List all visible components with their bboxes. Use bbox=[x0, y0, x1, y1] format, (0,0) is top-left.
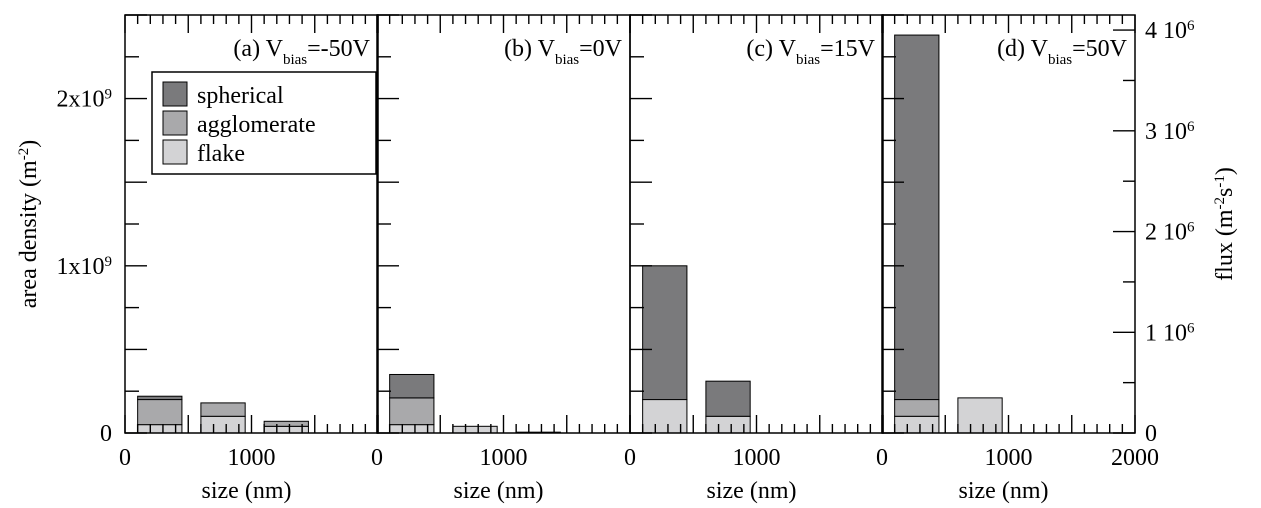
right-y-tick-label: 3 106 bbox=[1145, 119, 1195, 145]
right-y-tick-label-part: 6 bbox=[1187, 18, 1195, 34]
right-y-tick-label-part: 3 10 bbox=[1145, 119, 1187, 145]
x-axis-label-c: size (nm) bbox=[707, 478, 797, 504]
x-tick-label-c: 1000 bbox=[733, 445, 781, 471]
right-y-axis-label-group: flux (m-2s-1) bbox=[1212, 167, 1238, 281]
right-y-tick-label: 0 bbox=[1145, 421, 1157, 447]
bar-c-2-spherical bbox=[705, 380, 751, 417]
panel-title-c-part: (c) V bbox=[746, 36, 796, 62]
x-tick-label-a: 0 bbox=[119, 445, 131, 471]
right-y-tick-label-part: 1 10 bbox=[1145, 320, 1187, 346]
panel-d: 0 1000 2000 size (nm) (d) Vbias=50V bbox=[876, 14, 1159, 504]
left-y-axis-label-part: ) bbox=[16, 140, 42, 148]
panel-frame-b bbox=[376, 14, 631, 434]
left-y-tick-label: 2x109 bbox=[57, 87, 113, 113]
legend-label-agglomerate: agglomerate bbox=[197, 112, 316, 138]
panel-title-b-part: (b) V bbox=[504, 36, 556, 62]
right-y-tick-label-part: 6 bbox=[1187, 220, 1195, 236]
bar-a-2-agglomerate bbox=[200, 402, 246, 417]
bar-c-1-spherical bbox=[642, 265, 688, 401]
right-y-axis-label-part: flux (m bbox=[1212, 209, 1238, 281]
left-y-tick-label: 1x109 bbox=[57, 254, 113, 280]
x-tick-label-a: 1000 bbox=[228, 445, 276, 471]
left-y-axis-label-part: area density (m bbox=[16, 160, 42, 308]
right-y-tick-label: 2 106 bbox=[1145, 220, 1195, 246]
left-y-axis-label-group: area density (m-2) bbox=[16, 140, 42, 308]
right-y-tick-label: 4 106 bbox=[1145, 18, 1195, 44]
panel-title-c-part: =15V bbox=[820, 36, 876, 62]
legend-box bbox=[151, 71, 377, 175]
panel-title-c-part: bias bbox=[796, 52, 820, 68]
legend-swatch-spherical bbox=[162, 81, 188, 107]
left-y-tick-label-part: 1x10 bbox=[57, 254, 105, 280]
panel-title-d: (d) Vbias=50V bbox=[997, 36, 1128, 68]
bar-b-1-agglomerate bbox=[389, 397, 435, 426]
right-y-tick-label-part: 2 10 bbox=[1145, 220, 1187, 246]
panel-b: 0 1000 size (nm) (b) Vbias=0V bbox=[371, 14, 631, 504]
x-tick-label-b: 0 bbox=[371, 445, 383, 471]
right-y-axis-label: flux (m-2s-1) bbox=[1212, 167, 1238, 281]
x-axis-label-a: size (nm) bbox=[202, 478, 292, 504]
bar-d-2-flake bbox=[957, 397, 1003, 434]
panel-title-a-part: =-50V bbox=[307, 36, 371, 62]
right-y-axis-label-part: s bbox=[1212, 188, 1238, 197]
panel-title-d-part: (d) V bbox=[997, 36, 1049, 62]
x-axis-label-b: size (nm) bbox=[454, 478, 544, 504]
panel-c: 0 1000 size (nm) (c) Vbias=15V bbox=[624, 14, 884, 504]
legend-label-flake: flake bbox=[197, 141, 245, 167]
left-y-tick-label-part: 9 bbox=[105, 254, 113, 270]
panel-title-a-part: (a) V bbox=[233, 36, 283, 62]
right-y-tick-label-part: 6 bbox=[1187, 119, 1195, 135]
panel-title-d-part: =50V bbox=[1072, 36, 1128, 62]
left-y-axis-label: area density (m-2) bbox=[16, 140, 42, 308]
x-tick-label-c: 0 bbox=[624, 445, 636, 471]
left-y-tick-label-part: 0 bbox=[100, 421, 112, 447]
x-axis-label-d: size (nm) bbox=[959, 478, 1049, 504]
x-tick-label-d: 0 bbox=[876, 445, 888, 471]
x-tick-label-d: 2000 bbox=[1111, 445, 1159, 471]
legend-label-spherical: spherical bbox=[197, 83, 284, 109]
left-y-tick-label-part: 9 bbox=[105, 87, 113, 103]
left-y-tick-label: 0 bbox=[100, 421, 112, 447]
right-y-axis-label-part: ) bbox=[1212, 167, 1238, 175]
panel-title-c: (c) Vbias=15V bbox=[746, 36, 875, 68]
x-tick-label-d: 1000 bbox=[985, 445, 1033, 471]
bar-d-1-spherical bbox=[894, 34, 940, 401]
left-y-tick-label-part: 2x10 bbox=[57, 87, 105, 113]
x-tick-label-b: 1000 bbox=[480, 445, 528, 471]
bar-b-1-spherical bbox=[389, 373, 435, 399]
panel-title-a-part: bias bbox=[283, 52, 307, 68]
right-y-axis-label-part: -1 bbox=[1212, 175, 1228, 188]
bar-a-1-spherical bbox=[137, 395, 183, 401]
chart-legend: spherical agglomerate flake bbox=[151, 71, 377, 175]
panel-title-b-part: bias bbox=[555, 52, 579, 68]
legend-swatch-flake bbox=[162, 139, 188, 165]
bar-a-1-agglomerate bbox=[137, 399, 183, 426]
bar-d-1-agglomerate bbox=[894, 399, 940, 417]
right-y-tick-label: 1 106 bbox=[1145, 320, 1195, 346]
panel-title-b: (b) Vbias=0V bbox=[504, 36, 623, 68]
legend-swatch-agglomerate bbox=[162, 110, 188, 136]
left-y-axis-label-part: -2 bbox=[16, 148, 32, 161]
panel-title-b-part: =0V bbox=[579, 36, 623, 62]
right-y-tick-label-part: 0 bbox=[1145, 421, 1157, 447]
panel-title-d-part: bias bbox=[1048, 52, 1072, 68]
right-y-tick-label-part: 6 bbox=[1187, 320, 1195, 336]
bar-a-3-agglomerate bbox=[263, 420, 309, 427]
panel-title-a: (a) Vbias=-50V bbox=[233, 36, 370, 68]
right-y-axis-label-part: -2 bbox=[1212, 197, 1228, 210]
right-y-tick-label-part: 4 10 bbox=[1145, 18, 1187, 44]
